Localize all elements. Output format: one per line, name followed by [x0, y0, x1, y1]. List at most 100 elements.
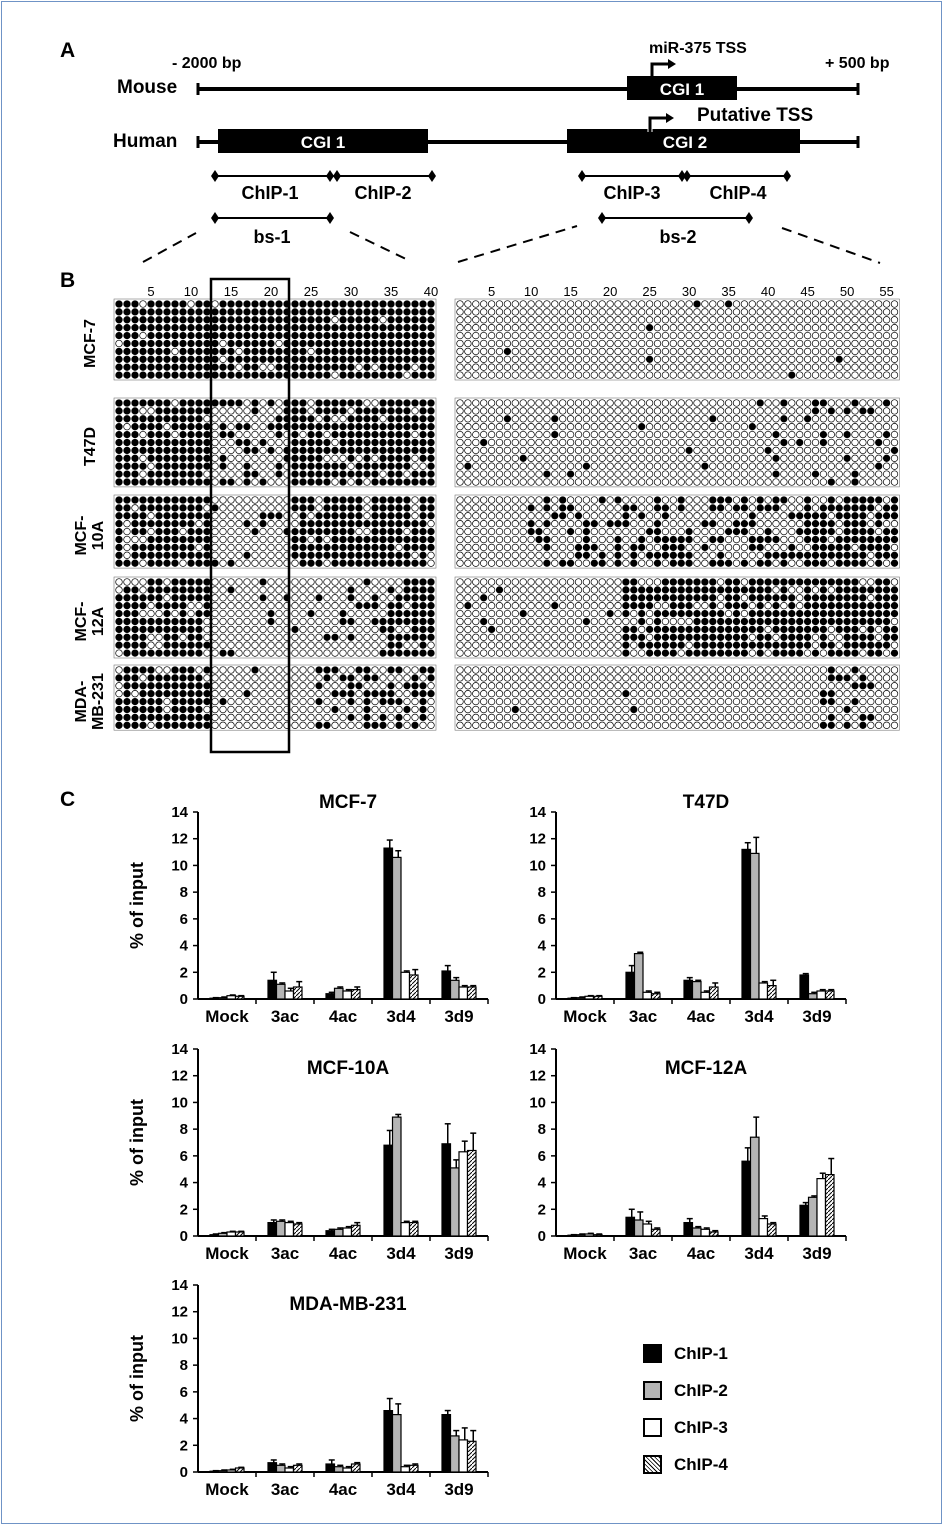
bar-chip-2: [333, 1228, 344, 1237]
y-tick-label: 8: [180, 884, 188, 901]
chip1-label: ChIP-1: [241, 183, 298, 203]
y-tick-label: 4: [538, 1175, 547, 1192]
y-tick-label: 10: [171, 1330, 188, 1347]
bar-chip-4: [408, 1221, 419, 1237]
tick-label: 15: [563, 284, 577, 299]
tick-label: 5: [147, 284, 154, 299]
bar-chip-4: [708, 1231, 719, 1237]
bar-chip-1: [625, 971, 636, 1000]
bar-chip-2: [691, 1227, 702, 1237]
tick-label: 10: [524, 284, 538, 299]
y-tick-label: 8: [180, 1121, 188, 1138]
bar-chip-1: [441, 1143, 452, 1237]
tick-label: 5: [488, 284, 495, 299]
y-axis-label: % of input: [127, 1099, 147, 1186]
bar-chip-2: [449, 1167, 460, 1237]
panel-b-label: B: [60, 269, 75, 292]
chip-charts: 0 2 4 6 8 10 12 14 MCF-7 % of input Mock 3ac 4ac 3d4 3…: [127, 792, 847, 1499]
tick-label: 20: [603, 284, 617, 299]
chart-title: MCF-12A: [665, 1058, 748, 1079]
panel-a-label: A: [60, 39, 75, 62]
tick-label: 35: [721, 284, 735, 299]
bar-chip-4: [650, 993, 661, 1000]
y-tick-label: 6: [538, 911, 546, 928]
category-label: 4ac: [329, 1244, 357, 1263]
bar-chip-4: [292, 1464, 303, 1473]
tick-label: 55: [879, 284, 893, 299]
bar-chip-4: [708, 986, 719, 1000]
cell-line-label: MCF-12A: [73, 602, 107, 642]
bar-chip-1: [383, 1144, 394, 1237]
y-tick-label: 6: [538, 1148, 546, 1165]
bar-chip-2: [217, 1470, 228, 1473]
legend-swatch-chip4: [643, 1455, 662, 1474]
bar-chip-2: [333, 987, 344, 1000]
chart-legend: ChIP-1 ChIP-2 ChIP-3 ChIP-4: [643, 1335, 773, 1483]
bar-chip-4: [592, 1234, 603, 1237]
bar-chip-1: [325, 1230, 336, 1237]
bar-chip-1: [325, 993, 336, 1000]
bs2-label: bs-2: [659, 227, 696, 247]
y-tick-label: 2: [538, 1201, 546, 1218]
category-label: 3d9: [802, 1007, 831, 1026]
bar-chip-3: [342, 1467, 353, 1473]
legend-label: ChIP-4: [674, 1454, 728, 1474]
bar-chip-1: [683, 1221, 694, 1237]
bar-chip-4: [466, 986, 477, 1000]
bar-chip-3: [226, 995, 237, 1000]
bar-chip-2: [275, 1220, 286, 1237]
tick-label: 50: [840, 284, 854, 299]
tick-label: 40: [761, 284, 775, 299]
tick-label: 15: [224, 284, 238, 299]
bar-chip-4: [592, 995, 603, 1000]
y-tick-label: 0: [538, 991, 546, 1008]
y-tick-label: 4: [180, 1411, 189, 1428]
y-axis-label: % of input: [127, 862, 147, 949]
methylation-ticks-right: 5 10 15 20 25 30 35 40 45 50 55: [488, 284, 894, 299]
category-label: Mock: [563, 1007, 607, 1026]
tick-label: 25: [642, 284, 656, 299]
bar-chip-4: [234, 1467, 245, 1473]
category-label: 3d4: [386, 1480, 416, 1499]
bar-chip-4: [766, 1223, 777, 1237]
category-label: 4ac: [687, 1244, 715, 1263]
category-label: 4ac: [329, 1007, 357, 1026]
human-cgi1-box: [218, 129, 428, 153]
methylation-grid-bs2: [454, 298, 900, 731]
y-tick-label: 14: [529, 1041, 546, 1058]
bar-chip-1: [441, 970, 452, 1000]
y-tick-label: 0: [180, 1464, 188, 1481]
mouse-cgi-box: [627, 76, 737, 100]
mouse-tss-label: miR-375 TSS: [649, 40, 747, 57]
tick-label: 30: [682, 284, 696, 299]
bar-chip-3: [700, 991, 711, 1000]
y-tick-label: 10: [171, 1094, 188, 1111]
bar-chip-2: [807, 1196, 818, 1237]
y-tick-label: 8: [180, 1357, 188, 1374]
y-tick-label: 0: [538, 1228, 546, 1245]
human-tss-arrow-icon: [648, 116, 670, 132]
tick-label: 25: [304, 284, 318, 299]
y-tick-label: 6: [180, 1384, 188, 1401]
bar-chip-3: [284, 1221, 295, 1237]
y-tick-label: 12: [529, 1068, 546, 1085]
methylation-panel: 5 10 15 20 25 30 35 40 5 10 15 20 25 30 35 40 45 50 55 MC…: [73, 277, 900, 754]
bar-chip-3: [226, 1469, 237, 1473]
bs1-label: bs-1: [253, 227, 290, 247]
bar-chip-1: [267, 979, 278, 1000]
bar-chip-3: [284, 990, 295, 1000]
tick-label: 30: [344, 284, 358, 299]
map-left-bp: - 2000 bp: [172, 55, 242, 72]
category-label: 3d9: [444, 1244, 473, 1263]
bar-chip-3: [584, 995, 595, 1000]
bar-chip-1: [799, 974, 810, 1000]
bar-chart: 0 2 4 6 8 10 12 14 T47D Mock 3ac 4ac 3d4 3d9: [529, 792, 847, 1026]
mouse-tss-arrow-icon: [650, 62, 672, 80]
bar-chip-1: [683, 979, 694, 1000]
bar-chip-2: [275, 983, 286, 1000]
bar-chip-4: [466, 1440, 477, 1473]
bar-chip-2: [275, 1464, 286, 1473]
category-label: Mock: [205, 1244, 249, 1263]
chart-title: MCF-7: [319, 792, 377, 813]
